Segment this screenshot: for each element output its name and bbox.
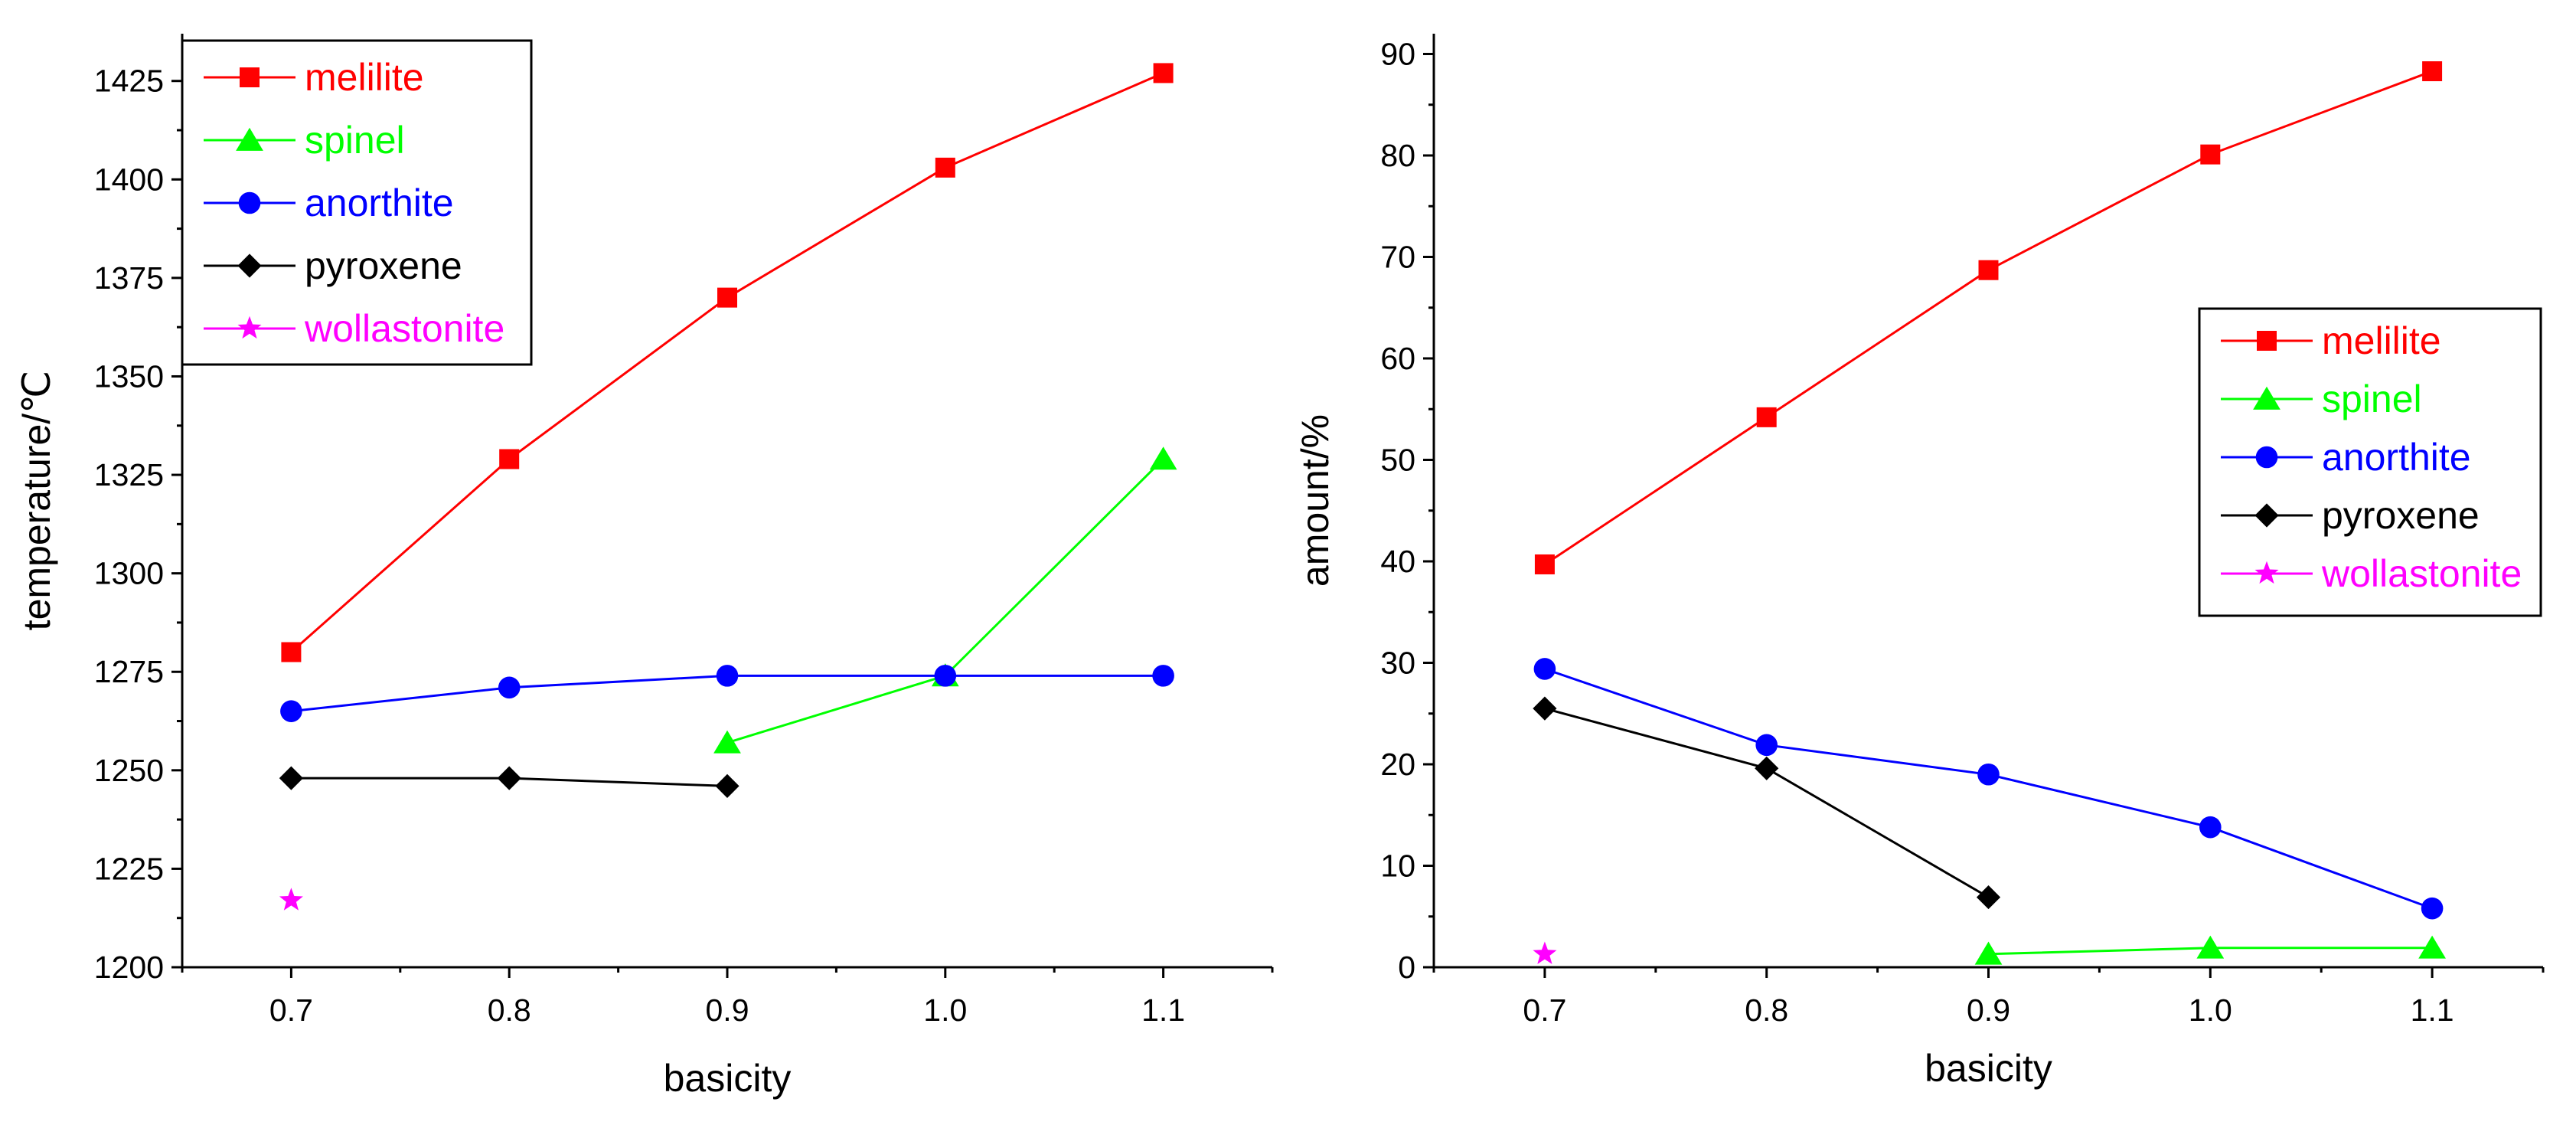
x-tick-label: 0.7 <box>269 993 313 1028</box>
legend-marker-melilite <box>2257 331 2277 351</box>
x-tick-label: 0.8 <box>1745 993 1788 1028</box>
pyroxene-point <box>715 773 739 799</box>
anorthite-point <box>934 665 957 687</box>
anorthite-line <box>1544 668 2433 910</box>
legend-label-melilite: melilite <box>305 56 424 99</box>
legend-marker-spinel <box>2253 386 2281 410</box>
legend-label-melilite: melilite <box>2322 319 2441 362</box>
y-tick-label: 1275 <box>94 654 164 689</box>
legend-marker-anorthite <box>238 191 261 214</box>
y-tick-label: 1250 <box>94 753 164 788</box>
y-tick-label: 80 <box>1380 138 1415 173</box>
temperature-chart: 1200 1225 1250 1275 1300 1325 1350 1375 1400 1425… <box>15 34 1274 1100</box>
legend-marker-pyroxene <box>2254 503 2279 528</box>
y-tick-label: 30 <box>1380 646 1415 681</box>
x-tick-label: 1.0 <box>923 993 967 1028</box>
spinel-point <box>713 730 741 754</box>
y-tick-label: 1225 <box>94 851 164 886</box>
legend-marker-pyroxene <box>237 253 262 278</box>
legend-box <box>2198 307 2542 617</box>
wollastonite-point <box>1533 941 1557 964</box>
anorthite-point <box>1755 734 1778 757</box>
legend-marker-wollastonite <box>2254 561 2279 584</box>
x-tick-label: 1.1 <box>1141 993 1185 1028</box>
legend-label-anorthite: anorthite <box>2322 436 2471 479</box>
legend-label-wollastonite: wollastonite <box>304 307 504 350</box>
spinel-point <box>2418 935 2446 959</box>
x-axis-label: basicity <box>1925 1047 2052 1090</box>
anorthite-point <box>498 676 521 699</box>
x-tick-label: 1.1 <box>2411 993 2454 1028</box>
x-tick-label: 0.8 <box>488 993 531 1028</box>
melilite-point <box>281 642 302 662</box>
anorthite-point <box>1152 665 1174 687</box>
spinel-line <box>726 458 1164 744</box>
y-tick-label: 1200 <box>94 950 164 985</box>
x-tick-label: 0.9 <box>1967 993 2010 1028</box>
y-tick-label: 50 <box>1380 443 1415 478</box>
pyroxene-point <box>1755 756 1779 780</box>
legend-marker-wollastonite <box>237 316 262 339</box>
amount-chart: 0 10 20 30 40 50 60 70 80 90 0.7 0.8 0.9 1.0 1.1 basici… <box>1294 34 2545 1090</box>
y-tick-label: 60 <box>1380 341 1415 376</box>
legend-marker-spinel <box>236 127 263 151</box>
legend-label-pyroxene: pyroxene <box>305 244 462 287</box>
melilite-point <box>499 449 520 469</box>
y-tick-label: 20 <box>1380 747 1415 782</box>
legend-marker-anorthite <box>2255 446 2278 469</box>
melilite-point <box>1756 407 1777 427</box>
y-tick-label: 10 <box>1380 849 1415 884</box>
x-tick-label: 0.7 <box>1523 993 1566 1028</box>
melilite-point <box>1153 63 1174 83</box>
x-tick-label: 0.9 <box>706 993 749 1028</box>
melilite-point <box>717 287 737 308</box>
melilite-point <box>1534 554 1555 574</box>
pyroxene-point <box>497 766 521 790</box>
x-tick-label: 1.0 <box>2189 993 2232 1028</box>
y-tick-label: 0 <box>1398 950 1415 985</box>
melilite-point <box>2422 61 2443 82</box>
legend-label-spinel: spinel <box>305 119 405 162</box>
legend-label-anorthite: anorthite <box>305 182 454 224</box>
anorthite-point <box>716 665 739 687</box>
spinel-point <box>2196 935 2225 959</box>
melilite-point <box>1978 260 1999 280</box>
y-tick-label: 1400 <box>94 162 164 197</box>
wollastonite-point <box>279 888 303 911</box>
y-tick-label: 40 <box>1380 544 1415 579</box>
legend-marker-melilite <box>240 67 260 87</box>
pyroxene-point <box>279 766 303 790</box>
y-tick-label: 1325 <box>94 457 164 492</box>
melilite-point <box>2200 144 2221 165</box>
melilite-point <box>935 157 955 178</box>
anorthite-point <box>2199 816 2222 839</box>
legend-label-wollastonite: wollastonite <box>2321 552 2522 595</box>
y-axis-label: amount/% <box>1294 414 1337 587</box>
anorthite-point <box>1533 658 1556 680</box>
y-tick-label: 1375 <box>94 260 164 296</box>
anorthite-point <box>1977 763 2000 786</box>
legend-label-pyroxene: pyroxene <box>2322 494 2480 537</box>
y-tick-label: 1425 <box>94 64 164 99</box>
legend-label-spinel: spinel <box>2322 378 2422 420</box>
spinel-point <box>1974 941 2003 965</box>
y-tick-label: 1300 <box>94 556 164 591</box>
spinel-point <box>1149 446 1177 470</box>
x-axis-label: basicity <box>664 1057 792 1100</box>
y-tick-label: 90 <box>1380 37 1415 72</box>
anorthite-point <box>2421 897 2444 920</box>
anorthite-point <box>280 700 302 722</box>
y-tick-label: 70 <box>1380 240 1415 275</box>
pyroxene-point <box>1533 696 1557 721</box>
y-tick-label: 1350 <box>94 358 164 394</box>
y-axis-label: temperature/℃ <box>15 371 58 631</box>
pyroxene-point <box>1976 885 2001 910</box>
